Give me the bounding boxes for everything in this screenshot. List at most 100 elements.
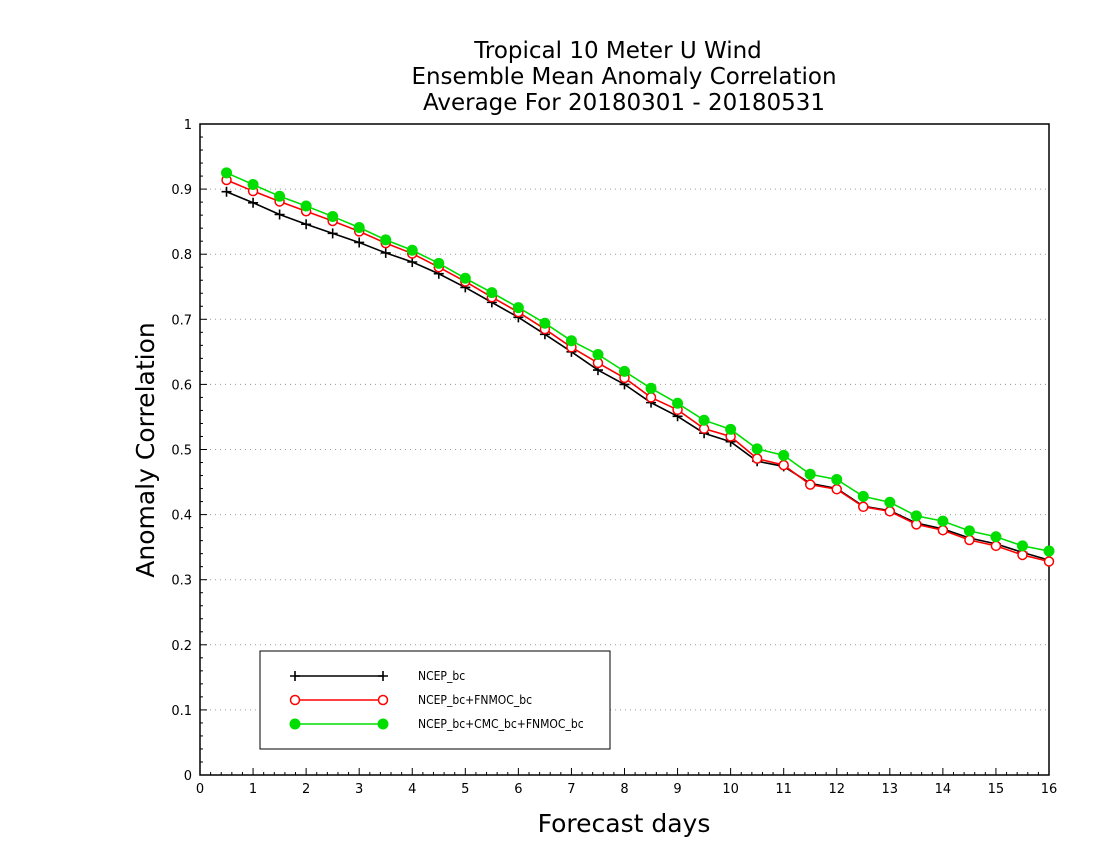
data-point-s0-5 [354,237,365,248]
chart-title: Tropical 10 Meter U Wind [473,38,762,64]
data-point-s0-4 [327,228,338,239]
data-point-s1-22 [804,479,816,490]
data-point-s2-1 [247,179,259,191]
x-axis-title: Forecast days [538,809,711,838]
y-tick-label-2: 0.2 [171,639,192,654]
data-point-s2-23 [831,473,843,485]
data-point-s1-27 [937,524,949,536]
data-point-s2-21 [778,449,790,461]
data-point-s2-29 [990,531,1002,543]
x-tick-label-13: 13 [882,782,899,797]
data-point-s2-19 [725,423,737,435]
legend-label-2: NCEP_bc+CMC_bc+FNMOC_bc [418,717,584,731]
data-point-s0-2 [274,209,285,220]
data-point-s0-6 [380,247,391,258]
x-tick-label-6: 6 [514,782,522,797]
legend-marker-end-1 [377,694,389,706]
data-point-s2-5 [353,222,365,234]
series-NCEP_bc+CMC_bc+FNMOC_bc [221,167,1055,557]
data-point-s2-10 [486,287,498,299]
x-tick-label-8: 8 [620,782,628,797]
chart-title-block: Tropical 10 Meter U Wind Ensemble Mean A… [411,38,836,116]
x-tick-label-14: 14 [935,782,952,797]
y-tick-label-10: 1 [184,118,192,133]
data-point-s2-8 [433,257,445,269]
data-point-s2-31 [1043,545,1055,557]
legend-marker-start-0 [290,671,300,681]
data-point-s2-15 [619,365,630,377]
data-point-s0-1 [248,197,259,208]
x-tick-label-0: 0 [196,782,204,797]
chart-subtitle-line-1: Ensemble Mean Anomaly Correlation [411,64,836,90]
legend: NCEP_bc NCEP_bc+FNMOC_bc NCEP_bc+CMC_bc+FN… [259,650,611,750]
data-point-s2-18 [698,414,710,426]
y-tick-label-6: 0.6 [171,378,192,393]
y-tick-label-1: 0.1 [171,704,192,719]
data-point-s1-21 [778,459,789,471]
data-point-s1-20 [751,453,763,464]
data-point-s2-27 [937,515,949,527]
data-point-s2-25 [884,496,896,508]
data-point-s2-9 [459,272,471,284]
data-point-s2-0 [221,167,233,179]
x-tick-label-3: 3 [355,782,363,797]
y-tick-label-3: 0.3 [171,574,192,589]
data-point-s2-20 [751,443,763,455]
data-point-s2-26 [910,510,922,522]
data-series [221,167,1055,567]
data-point-s2-3 [300,200,312,212]
y-tick-label-9: 0.9 [171,183,192,198]
data-point-s2-22 [804,468,816,480]
data-point-s1-30 [1017,549,1028,561]
data-point-s2-12 [539,317,551,329]
data-point-s2-17 [672,397,684,409]
chart-subtitle-line-2: Average For 20180301 - 20180531 [423,90,825,116]
legend-marker-end-2 [377,718,389,730]
grid-lines [200,188,1049,711]
x-tick-label-5: 5 [461,782,469,797]
y-tick-label-8: 0.8 [171,248,192,263]
series-NCEP_bc+FNMOC_bc [221,174,1055,567]
legend-marker-end-0 [378,671,388,681]
y-axis-title: Anomaly Correlation [131,322,160,577]
legend-marker-start-2 [289,718,301,730]
series-line-2 [226,172,1050,552]
data-point-s1-31 [1043,556,1055,567]
x-tick-label-10: 10 [722,782,739,797]
x-tick-label-7: 7 [567,782,575,797]
data-point-s1-23 [831,483,842,495]
data-point-s1-28 [964,534,975,546]
x-tick-label-11: 11 [775,782,792,797]
data-point-s1-16 [645,392,657,403]
y-tick-label-7: 0.7 [171,313,192,328]
y-tick-label-4: 0.4 [171,509,192,524]
series-line-0 [226,190,1050,561]
series-NCEP_bc [221,186,1054,566]
axis-ticks: 0 1 2 3 4 5 6 7 8 9 10 11 12 13 14 15 1600.10.20.30.40.5… [171,118,1057,797]
x-tick-label-15: 15 [988,782,1005,797]
legend-label-0: NCEP_bc [418,669,465,683]
data-point-s1-29 [990,540,1002,552]
data-point-s2-30 [1016,540,1028,552]
data-point-s2-6 [380,234,392,246]
data-point-s2-7 [406,244,418,256]
legend-marker-start-1 [289,694,301,706]
data-point-s0-3 [301,219,312,230]
data-point-s2-24 [857,490,869,502]
data-point-s0-0 [221,186,232,197]
data-point-s2-2 [274,190,286,202]
series-line-1 [226,179,1050,563]
data-point-s1-25 [884,506,896,517]
data-point-s2-4 [327,210,339,222]
x-tick-label-4: 4 [408,782,416,797]
data-point-s2-13 [565,335,577,347]
data-point-s2-16 [645,382,657,394]
data-point-s1-24 [858,501,869,513]
x-tick-label-2: 2 [302,782,310,797]
x-tick-label-16: 16 [1041,782,1058,797]
y-tick-label-0: 0 [184,769,192,784]
x-tick-label-9: 9 [673,782,681,797]
x-tick-label-12: 12 [828,782,845,797]
data-point-s2-14 [592,348,604,360]
